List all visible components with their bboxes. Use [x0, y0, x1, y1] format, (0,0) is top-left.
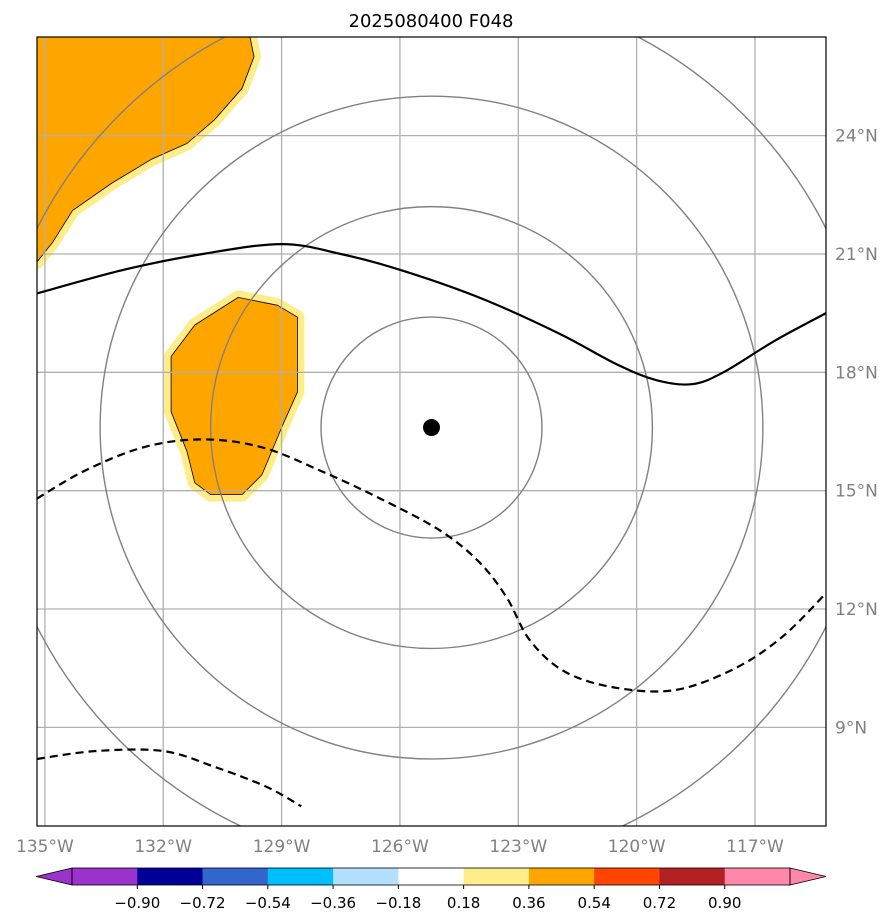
lon-tick-label-6: 117°W — [726, 837, 784, 857]
lon-tick-label-0: 135°W — [16, 837, 74, 857]
solid-contour-0 — [37, 242, 826, 386]
colorbar-segment-4 — [333, 868, 399, 885]
range-ring-1 — [209, 205, 654, 650]
map-area — [37, 37, 826, 826]
colorbar-tick-label-3: −0.36 — [310, 894, 356, 912]
colorbar: −0.90 −0.72 −0.54 −0.36 −0.18 0.18 0.36 0.54 0.7… — [35, 867, 827, 912]
colorbar-segment-7 — [528, 868, 595, 885]
axis-labels: 135°W 132°W 129°W 126°W 123°W 120°W 117°W 24°N 2… — [16, 127, 878, 857]
storm-center-marker — [423, 419, 440, 437]
lon-tick-label-2: 129°W — [253, 837, 311, 857]
colorbar-segment-1 — [137, 868, 204, 885]
range-ring-2 — [99, 95, 764, 760]
lat-tick-label-0: 24°N — [835, 127, 878, 147]
colorbar-segment-5 — [398, 868, 465, 885]
colorbar-tick-label-2: −0.54 — [245, 894, 291, 912]
colorbar-tick-label-5: 0.18 — [447, 894, 480, 912]
lat-tick-label-5: 9°N — [835, 718, 867, 738]
colorbar-segment-9 — [659, 868, 726, 885]
colorbar-tick-label-4: −0.18 — [375, 894, 421, 912]
range-ring-0 — [320, 316, 543, 539]
lat-tick-label-2: 18°N — [835, 363, 878, 383]
shaded-region-1 — [170, 296, 298, 496]
lat-tick-label-1: 21°N — [835, 245, 878, 265]
map-frame — [36, 36, 827, 827]
lon-tick-label-5: 120°W — [608, 837, 666, 857]
colorbar-tick-label-1: −0.72 — [180, 894, 226, 912]
lon-tick-label-1: 132°W — [134, 837, 192, 857]
colorbar-tick-label-8: 0.72 — [643, 894, 676, 912]
lat-tick-label-3: 15°N — [835, 482, 878, 502]
chart-title: 2025080400 F048 — [349, 11, 514, 32]
colorbar-frame — [71, 867, 791, 886]
colorbar-segment-10 — [724, 868, 791, 885]
shaded-region-0 — [37, 37, 255, 263]
lat-tick-label-4: 12°N — [835, 600, 878, 620]
colorbar-tick-label-9: 0.90 — [708, 894, 741, 912]
colorbar-segment-3 — [267, 868, 334, 885]
lon-tick-label-4: 123°W — [489, 837, 547, 857]
dashed-contour-1 — [37, 438, 826, 693]
colorbar-tick-label-7: 0.54 — [577, 894, 610, 912]
lon-tick-label-3: 126°W — [371, 837, 429, 857]
colorbar-tick-label-0: −0.90 — [114, 894, 160, 912]
colorbar-segment-2 — [202, 868, 269, 885]
colorbar-segment-6 — [463, 868, 530, 885]
dashed-contour-2 — [37, 748, 302, 808]
colorbar-segment-0 — [72, 868, 138, 885]
colorbar-tick-label-6: 0.36 — [512, 894, 545, 912]
colorbar-segment-8 — [594, 868, 660, 885]
